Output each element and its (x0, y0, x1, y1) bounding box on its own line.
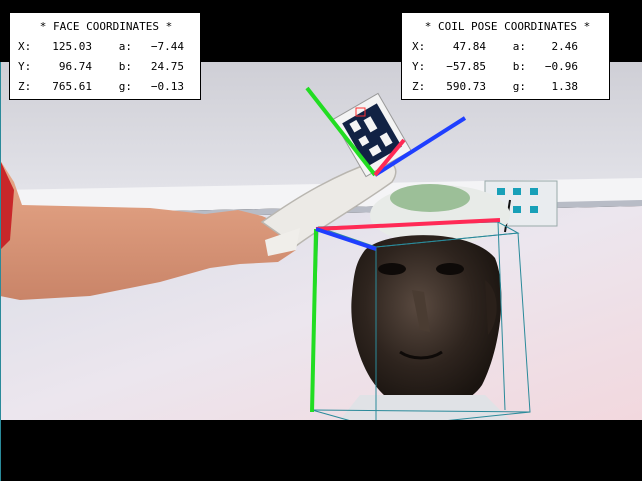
tms-coil (260, 159, 397, 256)
face-alpha-label: a: (118, 40, 132, 53)
face-row-z: Z: 765.61 g: −0.13 (18, 77, 194, 97)
face-axis-y (315, 227, 377, 251)
coil-axis-y (373, 116, 467, 177)
face-axes (310, 218, 501, 413)
letterbox-bottom (0, 420, 642, 481)
coil-z-label: Z: (412, 80, 426, 93)
face-row-y: Y: 96.74 b: 24.75 (18, 57, 194, 77)
coil-gamma-label: g: (512, 80, 526, 93)
coil-x-value: 47.84 (452, 40, 486, 53)
coil-beta-label: b: (512, 60, 526, 73)
operator-arm (0, 160, 296, 300)
coil-alpha-value: 2.46 (551, 40, 579, 53)
face-y-value: 96.74 (58, 60, 92, 73)
face-beta-value: 24.75 (150, 60, 184, 73)
coil-axis-x (373, 138, 406, 177)
coil-z-value: 590.73 (446, 80, 486, 93)
face-alpha-value: −7.44 (150, 40, 184, 53)
coil-beta-value: −0.96 (544, 60, 578, 73)
face-axis-x (315, 218, 501, 231)
face-beta-label: b: (118, 60, 132, 73)
face-gamma-value: −0.13 (150, 80, 184, 93)
coil-gamma-value: 1.38 (551, 80, 579, 93)
marker-highlight (355, 107, 366, 117)
coil-axes (305, 86, 467, 177)
coil-y-label: Y: (412, 60, 426, 73)
face-coordinates-title: * FACE COORDINATES * (39, 20, 173, 33)
coil-row-x: X: 47.84 a: 2.46 (412, 37, 603, 57)
coil-row-z: Z: 590.73 g: 1.38 (412, 77, 603, 97)
mannequin-head (340, 235, 510, 420)
face-x-value: 125.03 (52, 40, 92, 53)
mannequin-cap (370, 184, 510, 245)
coil-pose-title: * COIL POSE COORDINATES * (424, 20, 591, 33)
face-coordinates-panel: * FACE COORDINATES * X: 125.03 a: −7.44 … (9, 12, 201, 100)
face-gamma-label: g: (118, 80, 132, 93)
coil-axis-z (305, 86, 377, 177)
coil-y-value: −57.85 (446, 60, 486, 73)
coil-alpha-label: a: (512, 40, 526, 53)
coil-row-y: Y: −57.85 b: −0.96 (412, 57, 603, 77)
coil-x-label: X: (412, 40, 426, 53)
face-z-value: 765.61 (52, 80, 92, 93)
coil-pose-panel: * COIL POSE COORDINATES * X: 47.84 a: 2.… (401, 12, 610, 100)
face-row-x: X: 125.03 a: −7.44 (18, 37, 194, 57)
face-y-label: Y: (18, 60, 32, 73)
face-axis-z (310, 228, 318, 413)
face-x-label: X: (18, 40, 32, 53)
face-z-label: Z: (18, 80, 32, 93)
